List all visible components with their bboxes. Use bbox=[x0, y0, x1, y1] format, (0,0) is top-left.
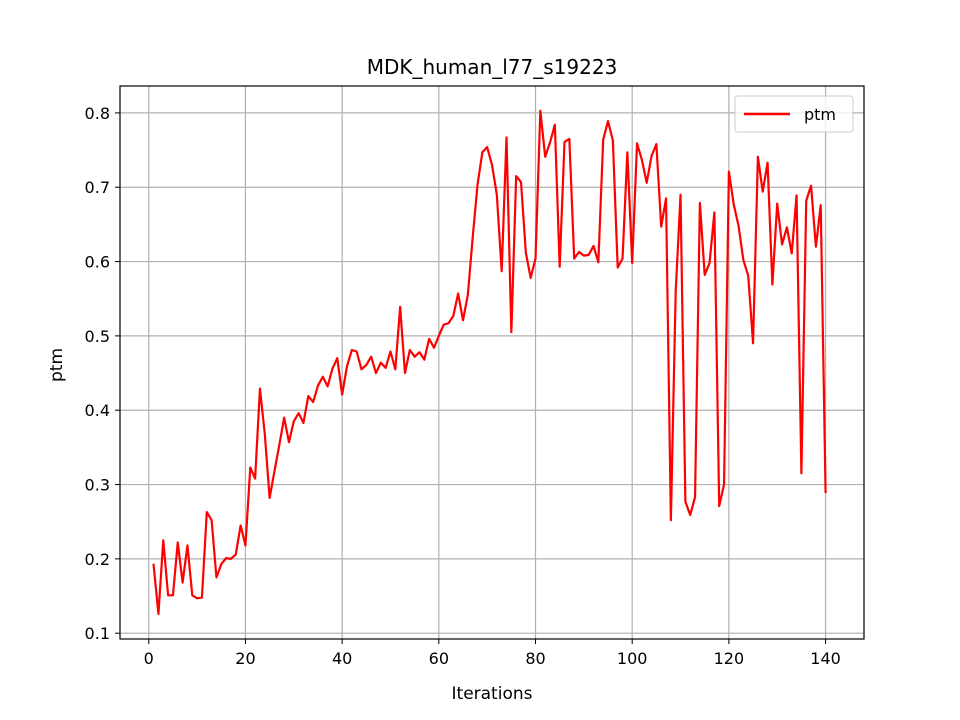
y-tick-label: 0.8 bbox=[85, 104, 110, 123]
x-axis-ticks: 0 20 40 60 80 100 120 140 bbox=[144, 639, 841, 668]
x-tick-label: 40 bbox=[332, 649, 352, 668]
x-tick-label: 60 bbox=[429, 649, 449, 668]
series-line-ptm bbox=[152, 109, 827, 615]
series-layer bbox=[152, 109, 827, 615]
y-tick-label: 0.4 bbox=[85, 401, 110, 420]
y-axis-label: ptm bbox=[47, 348, 67, 382]
legend-box bbox=[734, 95, 854, 133]
y-tick-label: 0.6 bbox=[85, 253, 110, 272]
x-tick-label: 20 bbox=[235, 649, 255, 668]
legend-label-ptm: ptm bbox=[804, 105, 836, 124]
legend: ptm bbox=[734, 95, 854, 133]
x-tick-label: 120 bbox=[714, 649, 745, 668]
y-tick-label: 0.3 bbox=[85, 476, 110, 495]
plot-area-frame bbox=[119, 85, 865, 640]
x-tick-label: 0 bbox=[144, 649, 154, 668]
grid-lines bbox=[120, 86, 864, 639]
x-tick-label: 140 bbox=[810, 649, 841, 668]
y-axis-ticks: 0.1 0.2 0.3 0.4 0.5 0.6 0.7 0.8 bbox=[85, 104, 120, 643]
y-tick-label: 0.2 bbox=[85, 550, 110, 569]
x-tick-label: 100 bbox=[617, 649, 648, 668]
chart-title: MDK_human_l77_s19223 bbox=[367, 55, 618, 79]
x-tick-label: 80 bbox=[525, 649, 545, 668]
x-axis-label: Iterations bbox=[452, 684, 533, 704]
y-tick-label: 0.5 bbox=[85, 327, 110, 346]
y-tick-label: 0.7 bbox=[85, 178, 110, 197]
y-tick-label: 0.1 bbox=[85, 624, 110, 643]
